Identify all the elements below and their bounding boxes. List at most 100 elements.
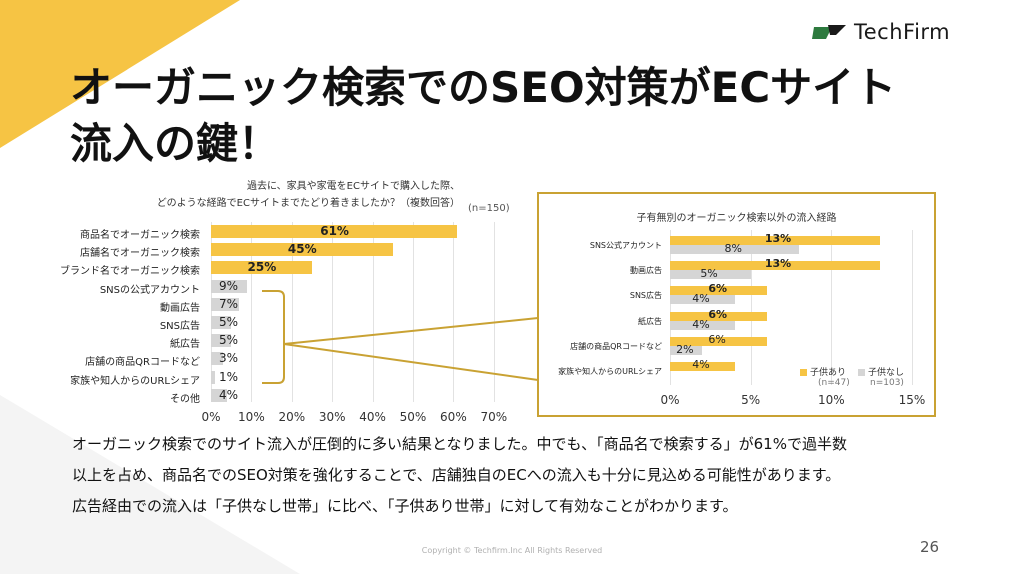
chart2-bar-with-children <box>670 362 735 371</box>
chart1-bar <box>211 316 232 329</box>
chart1-category-label: SNS広告 <box>159 321 200 332</box>
chart1-gridline <box>251 222 253 402</box>
chart1-value-label: 7% <box>219 296 239 311</box>
chart1-bar <box>211 297 240 311</box>
chart1-category-label: 商品名でオーガニック検索 <box>80 230 200 241</box>
techfirm-logo-icon <box>812 25 846 39</box>
chart2-frame <box>537 192 936 417</box>
chart1-bar <box>211 370 216 384</box>
techfirm-logo: TechFirm <box>812 20 950 44</box>
chart1-category-label: 店舗名でオーガニック検索 <box>80 248 200 260</box>
chart2-bar-without-children <box>670 245 800 254</box>
chart1-bar <box>211 225 458 238</box>
chart1-gridline <box>372 222 374 402</box>
chart1-value-label: 45% <box>287 242 317 257</box>
summary-line-1: オーガニック検索でのサイト流入が圧倒的に多い結果となりました。中でも、「商品名で… <box>72 435 847 453</box>
chart1-value-label: 4% <box>219 387 239 402</box>
summary-text: オーガニック検索でのサイト流入が圧倒的に多い結果となりました。中でも、「商品名で… <box>72 429 972 522</box>
chart2-value-label-with-children: 6% <box>708 282 728 296</box>
chart2-bar-with-children <box>670 261 880 271</box>
chart2-value-label-without-children: 2% <box>676 342 694 356</box>
summary-line-2: 以上を占め、商品名でのSEO対策を強化することで、店舗独自のECへの流入も十分に… <box>72 466 841 484</box>
chart2-legend-with-children: 子供あり <box>800 365 846 378</box>
chart1-category-label: その他 <box>170 393 200 405</box>
chart1-bar <box>211 243 393 257</box>
chart1-value-label: 1% <box>219 369 239 384</box>
chart1-gridline <box>291 222 293 402</box>
chart2-bar-with-children <box>670 336 767 346</box>
legend-swatch-grey <box>858 369 865 376</box>
chart2-x-tick: 0% <box>660 393 680 407</box>
chart1-category-label: 店舗の商品QRコードなど <box>85 357 200 369</box>
chart2-value-label-without-children: 8% <box>724 242 742 255</box>
title-line-1: オーガニック検索でのSEO対策がECサイト <box>70 63 897 112</box>
chart2-value-label-with-children: 13% <box>764 257 792 271</box>
chart1-value-label: 3% <box>219 351 239 366</box>
chart2-value-label-with-children: 13% <box>764 232 792 245</box>
chart1-value-label: 5% <box>219 333 239 348</box>
chart1-gridline <box>493 222 495 402</box>
chart1-gridline <box>413 222 414 402</box>
chart2-value-label-with-children: 4% <box>692 358 710 371</box>
chart2-bar-with-children <box>670 236 880 245</box>
chart2-x-tick: 10% <box>817 393 845 407</box>
chart2-value-label-with-children: 6% <box>708 332 726 346</box>
chart1-category-label: ブランド名でオーガニック検索 <box>60 266 200 278</box>
chart2-value-label-without-children: 4% <box>692 317 710 331</box>
brand-name: TechFirm <box>854 20 951 44</box>
chart2-legend-without-children: 子供なし <box>858 365 904 378</box>
chart2-legend-n-with-children: (n=47) <box>818 378 850 388</box>
title-line-2: 流入の鍵！ <box>70 119 281 168</box>
chart1-question-line-1: 過去に、家具や家電をECサイトで購入した際、 <box>246 181 460 192</box>
chart2-title: 子有無別のオーガニック検索以外の流入経路 <box>636 213 837 224</box>
chart2-bar-without-children <box>670 320 735 330</box>
chart1-value-label: 61% <box>320 224 349 238</box>
chart1-category-label: 家族や知人からのURLシェア <box>70 375 200 387</box>
chart1-gridline <box>453 222 455 402</box>
chart1-x-tick: 60% <box>440 410 467 424</box>
chart2-gridline <box>831 230 833 385</box>
chart1-value-label: 5% <box>219 315 239 329</box>
chart2-category-label: 家族や知人からのURLシェア <box>558 367 662 376</box>
chart1-gridline <box>332 222 334 402</box>
chart1-question-line-2: どのような経路でECサイトまでたどり着きましたか？（複数回答） <box>156 198 460 209</box>
callout-line-upper <box>283 317 539 345</box>
chart2-category-label: 動画広告 <box>630 266 662 276</box>
chart2-gridline <box>750 230 752 385</box>
copyright: Copyright © Techfirm.Inc All Rights Rese… <box>421 546 603 555</box>
chart1-category-label: 紙広告 <box>170 339 200 351</box>
chart2-category-label: 紙広告 <box>638 316 662 326</box>
chart1-sample-size: (n=150) <box>468 203 510 214</box>
legend-swatch-gold <box>800 369 807 376</box>
chart2-gridline <box>670 230 671 385</box>
chart1-x-tick: 40% <box>359 410 386 424</box>
chart1-bar <box>211 334 232 348</box>
chart2-gridline <box>911 230 913 385</box>
chart1-x-tick: 30% <box>318 410 346 424</box>
chart1-category-label: SNSの公式アカウント <box>99 284 200 296</box>
chart1-bar <box>211 279 248 293</box>
chart2-category-label: SNS公式アカウント <box>589 241 662 250</box>
chart2-value-label-without-children: 4% <box>692 292 710 306</box>
summary-line-3: 広告経由での流入は「子供なし世帯」に比べ、「子供あり世帯」に対して有効なことがわ… <box>72 497 738 515</box>
chart2-x-tick: 15% <box>898 393 926 407</box>
chart1-category-label: 動画広告 <box>160 302 200 314</box>
slide-title: オーガニック検索でのSEO対策がECサイト 流入の鍵！ <box>70 60 970 172</box>
chart2-bar-with-children <box>670 286 767 296</box>
chart1-bar <box>211 388 228 402</box>
chart2-category-label: SNS広告 <box>629 291 662 301</box>
chart2-value-label-with-children: 6% <box>708 307 728 321</box>
chart1-value-label: 25% <box>247 260 277 275</box>
chart2-bar-with-children <box>670 311 767 321</box>
chart2-bar-without-children <box>670 345 703 355</box>
chart1-x-tick: 50% <box>399 410 427 424</box>
chart1-bar <box>211 352 224 366</box>
chart1-gridline <box>211 222 212 402</box>
chart2-category-label: 店舗の商品QRコードなど <box>570 341 662 351</box>
chart1-x-tick: 20% <box>278 410 306 424</box>
chart1-x-tick: 10% <box>238 410 265 424</box>
chart2-bar-without-children <box>670 270 751 280</box>
chart2-legend-n-without-children: n=103) <box>870 378 904 388</box>
chart1-bar <box>211 261 312 275</box>
chart1-x-tick: 0% <box>201 410 221 424</box>
